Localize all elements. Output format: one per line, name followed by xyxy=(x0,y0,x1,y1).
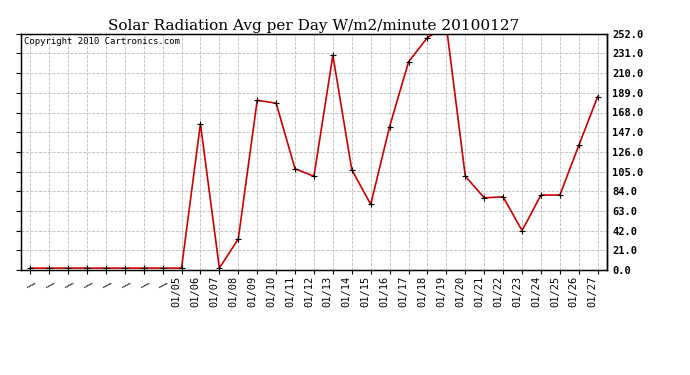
Text: 01/17: 01/17 xyxy=(399,276,408,307)
Text: /: / xyxy=(63,281,73,291)
Text: 01/07: 01/07 xyxy=(209,276,219,307)
Text: 01/23: 01/23 xyxy=(512,276,522,307)
Text: 01/13: 01/13 xyxy=(323,276,333,307)
Text: /: / xyxy=(44,281,54,291)
Text: 01/22: 01/22 xyxy=(493,276,503,307)
Text: /: / xyxy=(82,281,92,291)
Text: 01/20: 01/20 xyxy=(455,276,465,307)
Text: 01/24: 01/24 xyxy=(531,276,541,307)
Text: 01/08: 01/08 xyxy=(228,276,238,307)
Text: /: / xyxy=(120,281,130,291)
Text: 01/27: 01/27 xyxy=(588,276,598,307)
Text: 01/18: 01/18 xyxy=(417,276,428,307)
Text: 01/05: 01/05 xyxy=(172,276,181,307)
Text: 01/11: 01/11 xyxy=(285,276,295,307)
Text: 01/19: 01/19 xyxy=(436,276,446,307)
Text: /: / xyxy=(139,281,148,291)
Text: 01/12: 01/12 xyxy=(304,276,314,307)
Text: 01/16: 01/16 xyxy=(380,276,390,307)
Text: Copyright 2010 Cartronics.com: Copyright 2010 Cartronics.com xyxy=(23,37,179,46)
Text: 01/26: 01/26 xyxy=(569,276,579,307)
Text: 01/21: 01/21 xyxy=(474,276,484,307)
Title: Solar Radiation Avg per Day W/m2/minute 20100127: Solar Radiation Avg per Day W/m2/minute … xyxy=(108,19,520,33)
Text: 01/15: 01/15 xyxy=(361,276,371,307)
Text: 01/10: 01/10 xyxy=(266,276,276,307)
Text: /: / xyxy=(101,281,110,291)
Text: /: / xyxy=(158,281,168,291)
Text: 01/06: 01/06 xyxy=(190,276,200,307)
Text: 01/25: 01/25 xyxy=(550,276,560,307)
Text: 01/09: 01/09 xyxy=(247,276,257,307)
Text: /: / xyxy=(26,281,35,291)
Text: 01/14: 01/14 xyxy=(342,276,352,307)
